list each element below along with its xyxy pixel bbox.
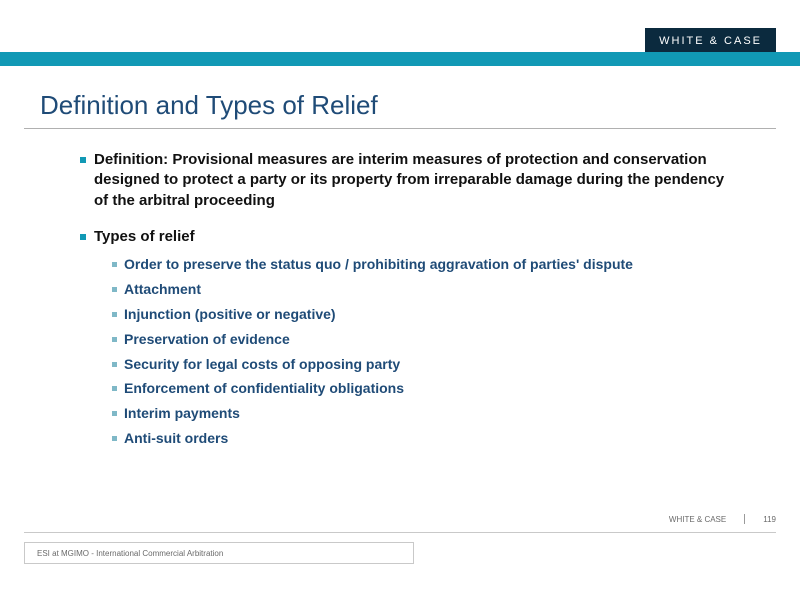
types-list-item-text: Injunction (positive or negative) xyxy=(124,305,336,324)
types-list-item-text: Security for legal costs of opposing par… xyxy=(124,355,400,374)
types-list-item: Enforcement of confidentiality obligatio… xyxy=(112,379,740,398)
types-list-item-text: Enforcement of confidentiality obligatio… xyxy=(124,379,404,398)
footer: WHITE & CASE 119 ESI at MGIMO - Internat… xyxy=(24,532,776,572)
square-bullet-icon xyxy=(112,262,117,267)
types-list: Order to preserve the status quo / prohi… xyxy=(112,255,740,448)
types-list-item: Injunction (positive or negative) xyxy=(112,305,740,324)
square-bullet-icon xyxy=(112,287,117,292)
types-list-item-text: Preservation of evidence xyxy=(124,330,290,349)
footer-separator xyxy=(744,514,745,524)
types-list-item: Interim payments xyxy=(112,404,740,423)
definition-body: : Provisional measures are interim measu… xyxy=(94,151,724,209)
square-bullet-icon xyxy=(112,362,117,367)
definition-label: Definition xyxy=(94,151,163,168)
types-label: Types of relief xyxy=(94,227,195,247)
square-bullet-icon xyxy=(80,157,86,163)
footer-brand: WHITE & CASE xyxy=(669,515,726,524)
definition-bullet: Definition: Provisional measures are int… xyxy=(80,150,740,211)
header-accent-bar xyxy=(0,52,800,66)
types-bullet: Types of relief xyxy=(80,227,740,247)
slide-title: Definition and Types of Relief xyxy=(40,90,378,121)
square-bullet-icon xyxy=(112,386,117,391)
types-list-item-text: Anti-suit orders xyxy=(124,429,228,448)
footer-right: WHITE & CASE 119 xyxy=(669,514,776,524)
types-list-item: Order to preserve the status quo / prohi… xyxy=(112,255,740,274)
types-list-item-text: Interim payments xyxy=(124,404,240,423)
square-bullet-icon xyxy=(112,312,117,317)
footer-left-box: ESI at MGIMO - International Commercial … xyxy=(24,542,414,564)
types-list-item: Attachment xyxy=(112,280,740,299)
types-list-item: Anti-suit orders xyxy=(112,429,740,448)
footer-left-text: ESI at MGIMO - International Commercial … xyxy=(37,549,223,558)
definition-text: Definition: Provisional measures are int… xyxy=(94,150,740,211)
square-bullet-icon xyxy=(80,234,86,240)
types-list-item-text: Attachment xyxy=(124,280,201,299)
square-bullet-icon xyxy=(112,337,117,342)
page-number: 119 xyxy=(763,515,776,524)
brand-logo: WHITE & CASE xyxy=(645,28,776,54)
square-bullet-icon xyxy=(112,411,117,416)
title-underline xyxy=(24,128,776,129)
footer-divider xyxy=(24,532,776,533)
types-list-item: Security for legal costs of opposing par… xyxy=(112,355,740,374)
slide-body: Definition: Provisional measures are int… xyxy=(80,150,740,454)
types-list-item: Preservation of evidence xyxy=(112,330,740,349)
types-list-item-text: Order to preserve the status quo / prohi… xyxy=(124,255,633,274)
square-bullet-icon xyxy=(112,436,117,441)
